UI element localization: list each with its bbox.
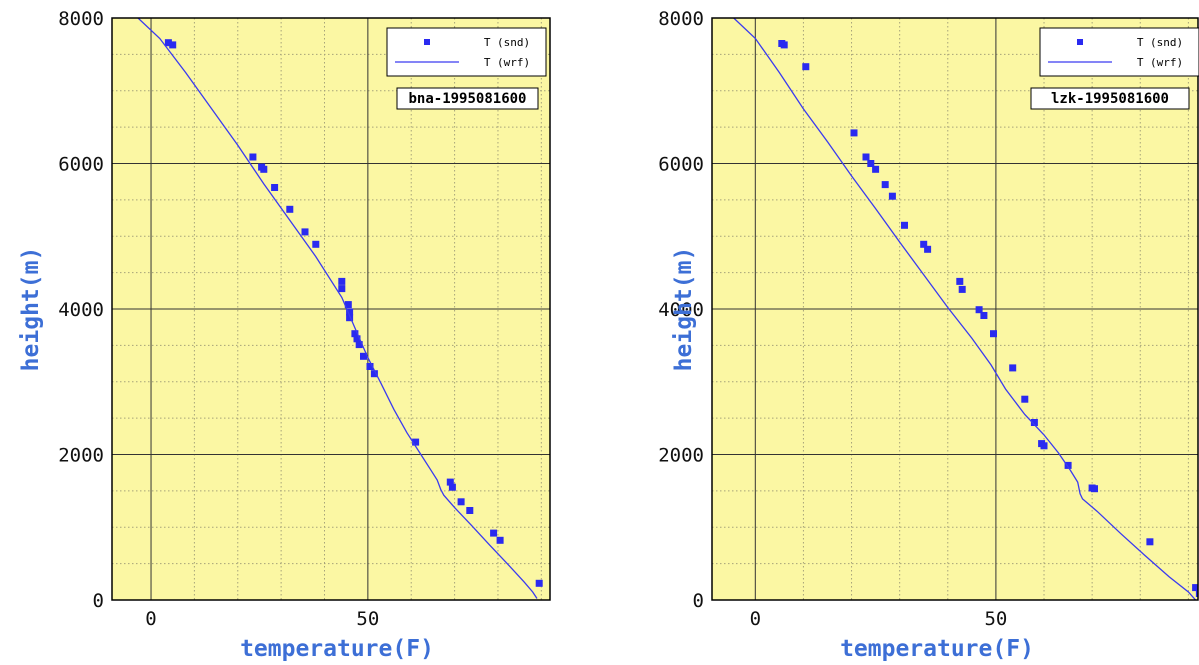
y-tick-label: 4000 bbox=[658, 299, 704, 321]
sounding-point bbox=[1040, 442, 1048, 450]
sounding-point bbox=[249, 153, 257, 161]
sounding-point bbox=[346, 314, 354, 322]
sounding-point bbox=[881, 181, 889, 189]
sounding-point bbox=[535, 579, 543, 587]
sounding-point bbox=[164, 39, 172, 47]
sounding-point bbox=[312, 240, 320, 248]
sounding-point bbox=[260, 165, 268, 173]
x-axis-title: temperature(F) bbox=[240, 636, 434, 662]
sounding-point bbox=[271, 184, 279, 191]
sounding-point bbox=[169, 41, 177, 49]
sounding-point bbox=[1192, 584, 1198, 592]
grid-major bbox=[112, 18, 550, 600]
temperature-height-chart-lzk: 0 2000 4000 6000 8000 0 50 temperature(F) height… bbox=[658, 8, 1199, 662]
station-label-box bbox=[396, 87, 539, 110]
sounding-point bbox=[888, 192, 896, 200]
data-layer bbox=[137, 18, 543, 599]
sounding-point bbox=[466, 507, 474, 514]
y-tick-label: 8000 bbox=[58, 8, 104, 30]
sounding-point bbox=[780, 41, 788, 49]
legend-box bbox=[1039, 27, 1199, 77]
x-tick-label: 50 bbox=[356, 608, 379, 630]
sounding-point bbox=[344, 301, 352, 309]
chart-panel-left: 0 2000 4000 6000 8000 0 50 temperature(F) height… bbox=[18, 8, 551, 662]
sounding-point bbox=[1195, 590, 1198, 597]
y-tick-label: 6000 bbox=[658, 154, 704, 176]
sounding-point bbox=[360, 352, 367, 360]
grid-major bbox=[712, 18, 1198, 600]
sounding-point bbox=[901, 221, 908, 229]
sounding-point bbox=[990, 330, 997, 338]
wrf-temperature-line bbox=[733, 18, 1197, 600]
sounding-point bbox=[366, 363, 374, 370]
sounding-point bbox=[448, 483, 456, 491]
sounding-point bbox=[346, 308, 354, 316]
sounding-point bbox=[351, 330, 359, 338]
sounding-point bbox=[802, 63, 810, 71]
sounding-point bbox=[1091, 485, 1098, 493]
sounding-point bbox=[370, 370, 378, 378]
grid-minor bbox=[712, 18, 1198, 600]
sounding-point bbox=[1146, 538, 1154, 546]
y-axis-title: height(m) bbox=[671, 247, 697, 372]
sounding-point bbox=[958, 285, 966, 293]
sounding-point bbox=[1064, 461, 1072, 469]
y-tick-label: 4000 bbox=[58, 299, 104, 321]
sounding-point bbox=[850, 129, 858, 137]
sounding-point bbox=[980, 312, 988, 319]
y-tick-label: 0 bbox=[93, 590, 104, 612]
sounding-point bbox=[355, 341, 363, 349]
y-tick-label: 8000 bbox=[658, 8, 704, 30]
legend-label-snd: T (snd) bbox=[484, 36, 530, 49]
sounding-point bbox=[920, 240, 928, 248]
plot-frame bbox=[111, 17, 551, 601]
station-label: lzk-1995081600 bbox=[1051, 91, 1169, 107]
sounding-point bbox=[924, 245, 932, 253]
sounding-point bbox=[872, 165, 880, 173]
legend: T (snd) T (wrf) bbox=[1039, 27, 1199, 77]
y-tick-label: 0 bbox=[693, 590, 704, 612]
y-tick-label: 2000 bbox=[58, 445, 104, 467]
station-label: bna-1995081600 bbox=[408, 91, 526, 107]
legend-marker-snd bbox=[1077, 39, 1083, 45]
temperature-height-chart-bna: 0 2000 4000 6000 8000 0 50 temperature(F) height… bbox=[18, 8, 551, 662]
y-tick-label: 6000 bbox=[58, 154, 104, 176]
x-axis-title: temperature(F) bbox=[840, 636, 1034, 662]
x-tick-label: 0 bbox=[145, 608, 156, 630]
x-tick-label: 50 bbox=[984, 608, 1007, 630]
sounding-point bbox=[457, 498, 465, 506]
legend: T (snd) T (wrf) bbox=[386, 27, 547, 77]
sounding-point bbox=[301, 228, 309, 236]
sounding-point bbox=[862, 153, 870, 161]
sounding-point bbox=[338, 277, 346, 285]
sounding-point bbox=[1009, 364, 1017, 372]
sounding-point bbox=[412, 438, 420, 446]
sounding-point bbox=[496, 536, 504, 544]
sounding-point bbox=[353, 335, 361, 343]
sounding-point bbox=[1021, 395, 1029, 403]
legend-label-wrf: T (wrf) bbox=[484, 56, 530, 69]
wrf-temperature-line bbox=[137, 18, 538, 599]
sounding-point bbox=[490, 529, 498, 537]
grid-minor bbox=[112, 18, 550, 600]
station-label-box bbox=[1030, 87, 1190, 110]
sounding-point bbox=[975, 306, 983, 314]
sounding-point bbox=[286, 205, 294, 213]
legend-label-wrf: T (wrf) bbox=[1137, 56, 1183, 69]
x-tick-label: 0 bbox=[750, 608, 761, 630]
legend-marker-snd bbox=[424, 39, 430, 45]
y-tick-label: 2000 bbox=[658, 445, 704, 467]
sounding-point bbox=[338, 285, 346, 293]
data-layer bbox=[733, 18, 1198, 600]
y-axis-title: height(m) bbox=[18, 247, 44, 372]
sounding-point bbox=[446, 478, 454, 486]
sounding-point bbox=[867, 160, 875, 167]
plot-frame bbox=[711, 17, 1199, 601]
legend-box bbox=[386, 27, 547, 77]
sounding-point bbox=[1030, 419, 1038, 426]
legend-label-snd: T (snd) bbox=[1137, 36, 1183, 49]
sounding-point bbox=[956, 277, 964, 285]
chart-panel-right: 0 2000 4000 6000 8000 0 50 temperature(F) height… bbox=[600, 0, 1199, 665]
